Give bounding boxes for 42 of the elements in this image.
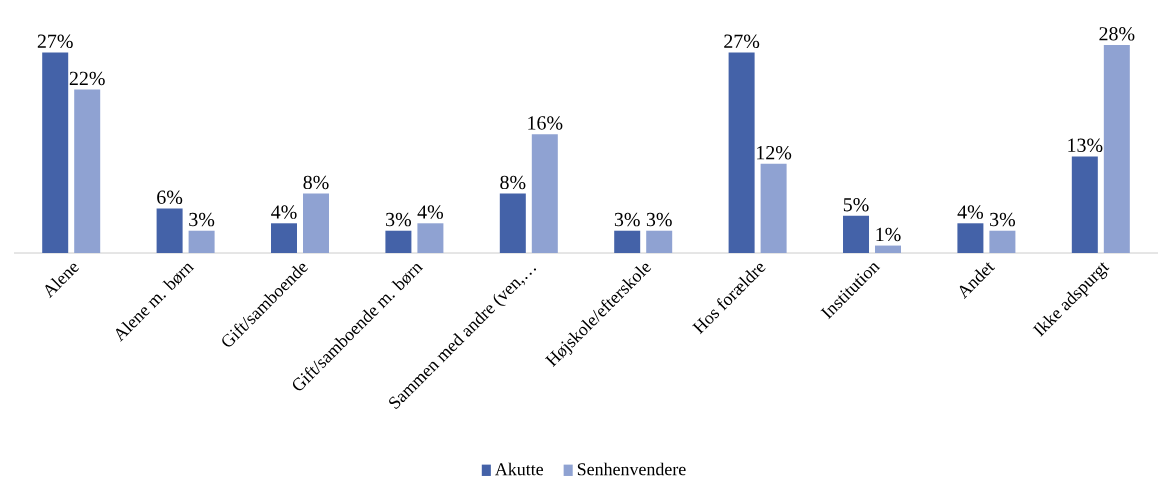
bar xyxy=(728,52,755,253)
bar xyxy=(957,223,984,253)
bar xyxy=(614,230,641,253)
data-label: 27% xyxy=(724,34,760,49)
data-label: 3% xyxy=(614,212,640,227)
bar xyxy=(1071,156,1098,253)
data-label: 22% xyxy=(69,71,105,86)
data-label: 6% xyxy=(157,190,183,205)
data-label: 3% xyxy=(189,212,215,227)
data-label: 4% xyxy=(417,205,444,219)
data-label: 16% xyxy=(528,116,563,130)
data-label: 27% xyxy=(37,34,73,49)
bar xyxy=(385,230,412,253)
bar xyxy=(875,245,902,253)
data-label: 4% xyxy=(957,205,984,219)
data-label: 3% xyxy=(646,212,672,227)
bar xyxy=(760,163,787,253)
bar xyxy=(74,89,101,253)
bar xyxy=(1103,45,1130,253)
data-label: 5% xyxy=(843,197,869,212)
data-label: 3% xyxy=(990,212,1016,227)
bar xyxy=(271,223,297,253)
data-label: 1% xyxy=(876,227,901,242)
bar xyxy=(531,134,558,253)
bar xyxy=(989,230,1016,253)
legend-label: Senhenvendere xyxy=(577,462,686,476)
bar xyxy=(42,52,69,253)
bar xyxy=(646,230,673,253)
bar xyxy=(156,208,183,253)
data-label: 3% xyxy=(386,212,412,227)
bar xyxy=(843,215,870,253)
bar xyxy=(499,193,526,253)
bar xyxy=(417,223,444,253)
bar xyxy=(188,230,215,253)
bar xyxy=(303,193,329,253)
data-label: 28% xyxy=(1099,27,1135,41)
data-label: 8% xyxy=(303,175,329,190)
data-label: 13% xyxy=(1068,138,1103,153)
legend-label: Akutte xyxy=(495,462,544,476)
data-label: 4% xyxy=(271,205,297,219)
data-label: 8% xyxy=(500,175,526,190)
data-label: 12% xyxy=(757,145,792,160)
